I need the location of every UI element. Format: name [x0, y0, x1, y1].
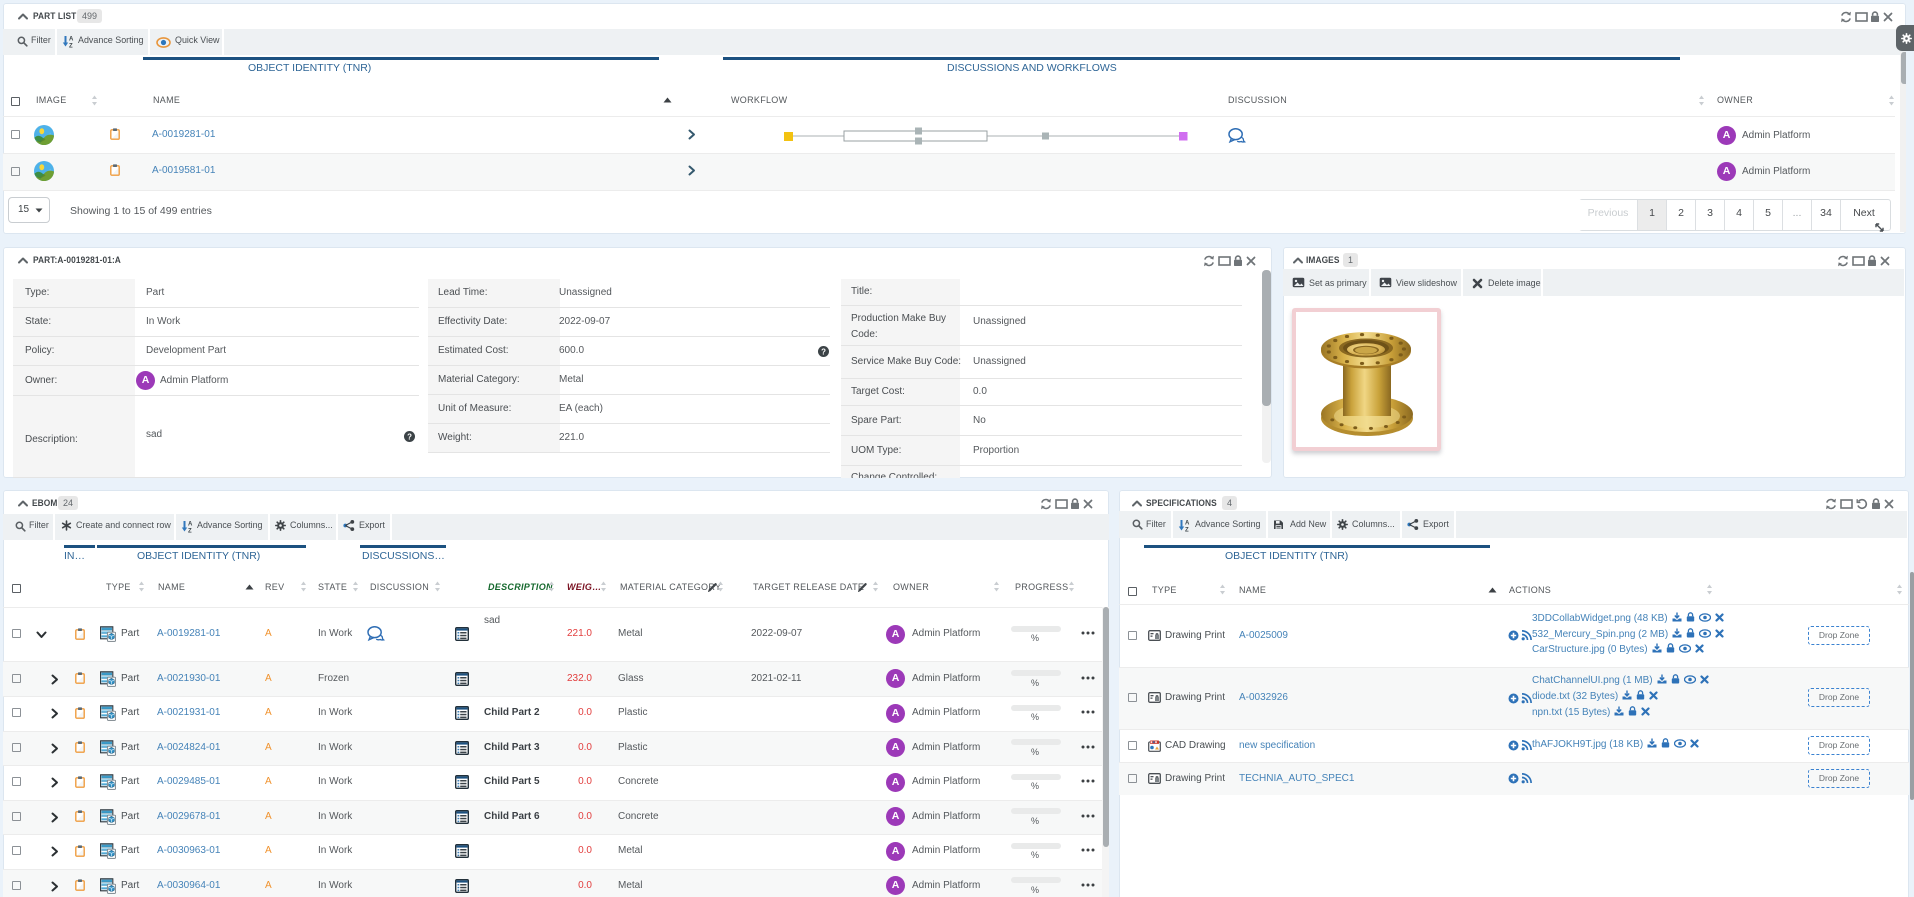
svg-text:Z: Z [188, 529, 192, 534]
svg-text:Z: Z [69, 44, 73, 49]
svg-text:?: ? [407, 432, 412, 441]
svg-text:?: ? [821, 347, 826, 356]
svg-text:A: A [69, 37, 74, 43]
svg-text:A: A [1185, 521, 1190, 527]
svg-text:A: A [188, 522, 193, 528]
svg-text:Z: Z [1185, 528, 1189, 533]
